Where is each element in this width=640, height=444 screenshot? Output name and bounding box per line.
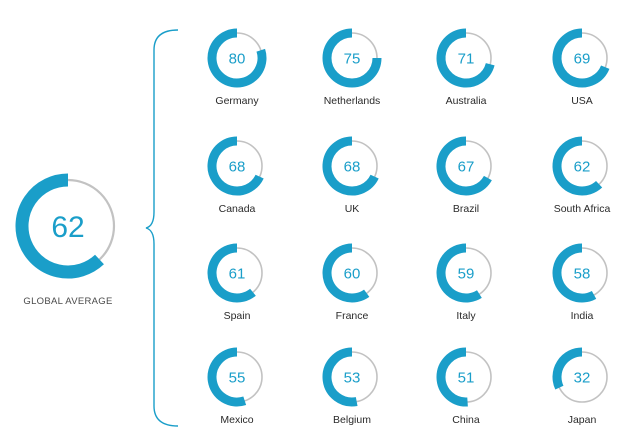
country-label-australia: Australia [446,95,487,107]
donut-japan-arc [552,347,583,390]
global-average-label: GLOBAL AVERAGE [23,296,112,307]
donut-germany: 80 Germany [207,28,267,107]
country-label-france: France [336,310,369,322]
donut-south-africa-arc [552,136,603,196]
country-label-italy: Italy [456,310,476,322]
donut-japan-value: 32 [574,369,591,386]
donut-india-value: 58 [574,265,591,282]
donut-spain-value: 61 [229,265,246,282]
donut-china-value: 51 [458,369,475,386]
donut-usa-value: 69 [574,50,591,67]
country-label-brazil: Brazil [453,203,479,215]
donut-usa-arc [552,28,610,88]
donut-australia-arc [436,28,495,88]
donut-brazil: 67 Brazil [436,136,492,215]
donut-france-value: 60 [344,265,361,282]
donut-netherlands-value: 75 [344,50,361,67]
donut-mexico-arc [207,347,247,407]
country-label-canada: Canada [219,203,256,215]
donut-india-arc [552,243,597,303]
country-label-japan: Japan [568,414,597,426]
country-label-belgium: Belgium [333,414,371,426]
country-label-china: China [452,414,480,426]
country-label-netherlands: Netherlands [324,95,381,107]
donut-south-africa-value: 62 [574,158,591,175]
donut-france: 60 France [322,243,378,322]
country-label-usa: USA [571,95,593,107]
grouping-bracket [145,29,179,427]
donut-germany-value: 80 [229,50,246,67]
donut-spain-arc [207,243,256,303]
donut-china: 51 China [436,347,492,426]
global-arc [15,173,104,279]
donut-belgium-arc [322,347,358,407]
donut-japan: 32 Japan [552,347,608,426]
donut-canada: 68 Canada [207,136,264,215]
country-label-mexico: Mexico [220,414,253,426]
global-average-group: 62 GLOBAL AVERAGE [15,173,116,307]
donut-uk-value: 68 [344,158,361,175]
donut-italy-value: 59 [458,265,475,282]
donut-usa: 69 USA [552,28,610,107]
donut-belgium-value: 53 [344,369,361,386]
donut-uk: 68 UK [322,136,379,215]
donut-belgium: 53 Belgium [322,347,378,426]
donut-india: 58 India [552,243,608,322]
donut-italy: 59 Italy [436,243,492,322]
donut-mexico-value: 55 [229,369,246,386]
global-value: 62 [51,211,84,244]
donut-canada-arc [207,136,264,196]
donut-china-arc [436,347,468,407]
donut-australia-value: 71 [458,50,475,67]
country-label-uk: UK [345,203,360,215]
donut-italy-arc [436,243,482,303]
country-donuts: 80 Germany 75 Netherlands 71 Australia 69 USA 68… [207,28,611,426]
donut-netherlands: 75 Netherlands [322,28,382,107]
donut-mexico: 55 Mexico [207,347,263,426]
donut-spain: 61 Spain [207,243,263,322]
donut-south-africa: 62 South Africa [552,136,611,215]
country-label-spain: Spain [224,310,251,322]
donut-netherlands-arc [322,28,382,88]
donut-uk-arc [322,136,379,196]
donut-canada-value: 68 [229,158,246,175]
donut-germany-arc [207,28,267,88]
country-label-germany: Germany [215,95,259,107]
country-label-india: India [571,310,594,322]
donut-brazil-arc [436,136,492,196]
donut-france-arc [322,243,370,303]
donut-australia: 71 Australia [436,28,495,107]
donut-brazil-value: 67 [458,158,475,175]
country-label-south-africa: South Africa [554,203,611,215]
